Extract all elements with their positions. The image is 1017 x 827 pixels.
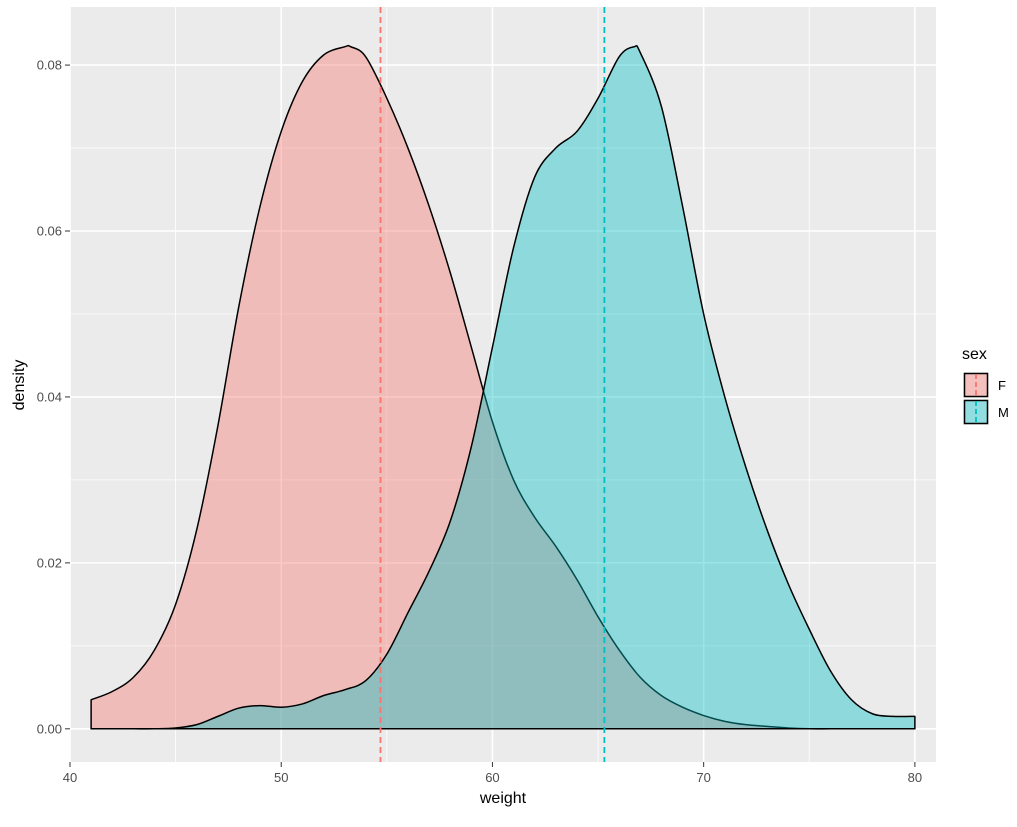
- legend-title: sex: [962, 346, 987, 363]
- density-area-M: [91, 45, 915, 729]
- legend-label: F: [998, 378, 1006, 393]
- y-tick-label: 0.04: [37, 389, 62, 404]
- y-axis-ticks: 0.00 0.02 0.04 0.06 0.08: [37, 58, 70, 736]
- legend-item-M: M: [963, 399, 1009, 425]
- x-axis-title: weight: [479, 790, 527, 807]
- y-axis-title: density: [11, 360, 28, 411]
- x-tick-label: 40: [63, 770, 77, 785]
- x-tick-label: 70: [696, 770, 710, 785]
- x-tick-label: 50: [274, 770, 288, 785]
- legend: sex FM: [962, 346, 1009, 425]
- density-outline-F: [90, 44, 916, 730]
- y-tick-label: 0.08: [37, 58, 62, 73]
- plot-panel: [70, 7, 936, 762]
- legend-item-F: F: [963, 372, 1006, 398]
- density-area-F: [91, 45, 915, 729]
- y-tick-label: 0.00: [37, 721, 62, 736]
- x-tick-label: 80: [908, 770, 922, 785]
- density-outline-M: [90, 44, 916, 730]
- x-tick-label: 60: [485, 770, 499, 785]
- minor-gridlines: [70, 7, 936, 762]
- density-areas: [90, 44, 916, 730]
- x-axis-ticks: 40 50 60 70 80: [63, 762, 922, 785]
- y-tick-label: 0.02: [37, 555, 62, 570]
- legend-items: FM: [963, 372, 1009, 425]
- legend-label: M: [998, 405, 1009, 420]
- mean-lines: [379, 7, 606, 762]
- y-tick-label: 0.06: [37, 224, 62, 239]
